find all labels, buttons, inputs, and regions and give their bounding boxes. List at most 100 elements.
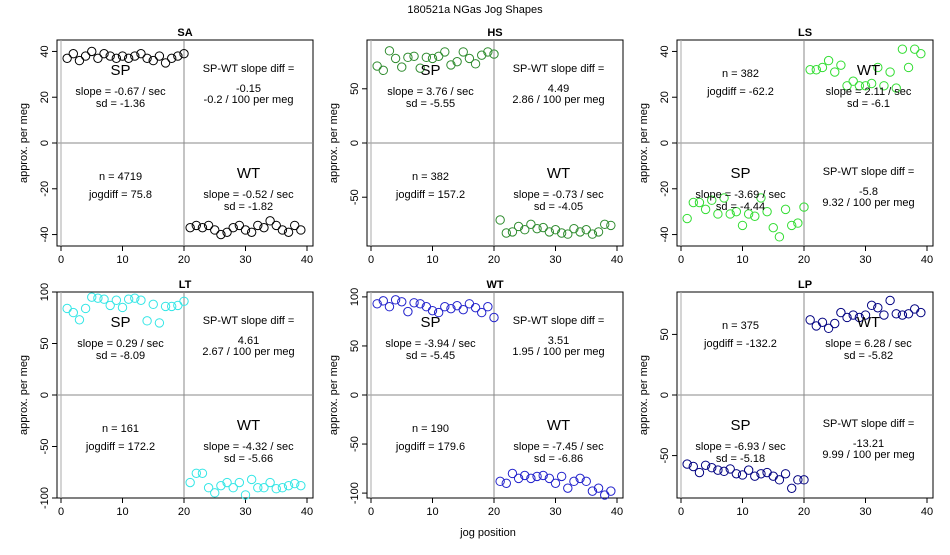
data-point xyxy=(228,222,238,233)
data-point xyxy=(587,486,598,496)
data-point xyxy=(105,51,115,61)
data-point xyxy=(415,299,425,309)
data-point xyxy=(768,222,778,233)
data-point xyxy=(787,220,797,231)
x-tick-label: 30 xyxy=(549,254,561,266)
data-point xyxy=(526,473,536,484)
data-point xyxy=(167,301,177,312)
data-point xyxy=(694,197,705,208)
data-point xyxy=(823,323,834,334)
slope-diff-title: SP-WT slope diff = xyxy=(203,315,295,327)
data-point xyxy=(873,62,883,73)
data-point xyxy=(817,317,828,327)
data-point xyxy=(532,471,542,482)
sp-sd: sd = -4.44 xyxy=(716,201,765,213)
data-point xyxy=(142,316,152,326)
data-point xyxy=(111,53,122,64)
data-point xyxy=(556,228,567,238)
panel-title: SA xyxy=(177,27,192,39)
data-point xyxy=(805,315,815,325)
data-point xyxy=(464,53,475,64)
data-point xyxy=(216,480,226,491)
data-point xyxy=(891,83,901,93)
y-tick-label: 0 xyxy=(349,140,361,146)
y-tick-label: 40 xyxy=(39,45,51,57)
data-point xyxy=(415,63,425,73)
data-point xyxy=(707,195,717,205)
data-point xyxy=(271,220,281,231)
data-point xyxy=(210,488,220,498)
data-point xyxy=(526,219,536,230)
n-count: n = 161 xyxy=(102,423,139,435)
x-tick-label: 20 xyxy=(178,506,190,518)
x-tick-label: 40 xyxy=(921,506,933,518)
slope-diff-value: 4.61 xyxy=(238,335,259,347)
data-point xyxy=(903,62,914,73)
x-tick-label: 0 xyxy=(368,506,374,518)
data-point xyxy=(62,53,72,64)
y-axis-label: approx. per meg xyxy=(18,355,30,435)
panel-title: LT xyxy=(179,279,192,291)
data-point xyxy=(427,53,438,64)
data-point xyxy=(154,51,165,61)
y-tick-label: 0 xyxy=(39,140,51,146)
data-point xyxy=(296,480,306,491)
data-point xyxy=(682,213,692,224)
data-point xyxy=(750,471,760,481)
data-point xyxy=(513,473,524,484)
jogdiff: jogdiff = -62.2 xyxy=(706,86,774,98)
slope-diff-title: SP-WT slope diff = xyxy=(823,166,915,178)
data-point xyxy=(470,59,481,69)
x-tick-label: 20 xyxy=(488,506,500,518)
data-point xyxy=(123,294,134,304)
data-point xyxy=(762,467,772,478)
data-point xyxy=(446,60,456,70)
sp-label: SP xyxy=(110,314,130,331)
sp-slope: slope = -6.93 / sec xyxy=(695,441,786,453)
data-point xyxy=(719,466,729,477)
slope-diff-title: SP-WT slope diff = xyxy=(513,315,605,327)
data-point xyxy=(271,484,281,494)
data-point xyxy=(830,318,840,329)
sp-slope: slope = 3.76 / sec xyxy=(387,86,474,98)
y-tick-label: -20 xyxy=(39,181,51,197)
data-point xyxy=(860,81,871,91)
panel-lt: LT 0 10 20 30 40 -100 -50 0 50 100 approx. per meg S… xyxy=(18,279,314,518)
x-tick-label: 20 xyxy=(798,506,810,518)
figure-xlabel: jog position xyxy=(459,527,516,539)
data-point xyxy=(234,220,245,231)
data-point xyxy=(694,467,705,478)
data-point xyxy=(575,473,585,484)
data-point xyxy=(421,52,432,63)
wt-label: WT xyxy=(547,417,570,434)
slope-diff-per-meg: 9.99 / 100 per meg xyxy=(822,449,914,461)
data-point xyxy=(842,81,852,91)
data-point xyxy=(277,225,288,235)
data-point xyxy=(550,225,561,235)
data-point xyxy=(811,65,821,75)
data-point xyxy=(384,46,395,56)
data-point xyxy=(173,300,183,311)
data-point xyxy=(495,215,505,225)
data-point xyxy=(265,216,275,226)
panel-ls: LS 0 10 20 30 40 -40 -20 0 20 40 approx. per meg SP s… xyxy=(638,27,934,266)
n-count: n = 190 xyxy=(412,423,449,435)
jogdiff: jogdiff = 157.2 xyxy=(395,189,465,201)
y-tick-label: -100 xyxy=(349,482,361,504)
data-point xyxy=(62,303,72,314)
wt-sd: sd = -6.86 xyxy=(534,453,583,465)
data-point xyxy=(600,219,610,230)
y-tick-label: -50 xyxy=(349,189,361,205)
data-point xyxy=(222,477,232,488)
y-tick-label: 50 xyxy=(349,83,361,95)
data-point xyxy=(277,483,288,493)
data-point xyxy=(495,476,505,487)
wt-slope: slope = 2.11 / sec xyxy=(826,86,912,98)
sp-slope: slope = -3.94 / sec xyxy=(385,338,476,350)
data-point xyxy=(458,47,468,57)
wt-slope: slope = -0.73 / sec xyxy=(513,189,604,201)
slope-diff-per-meg: 2.67 / 100 per meg xyxy=(202,346,294,358)
data-point xyxy=(228,483,238,493)
